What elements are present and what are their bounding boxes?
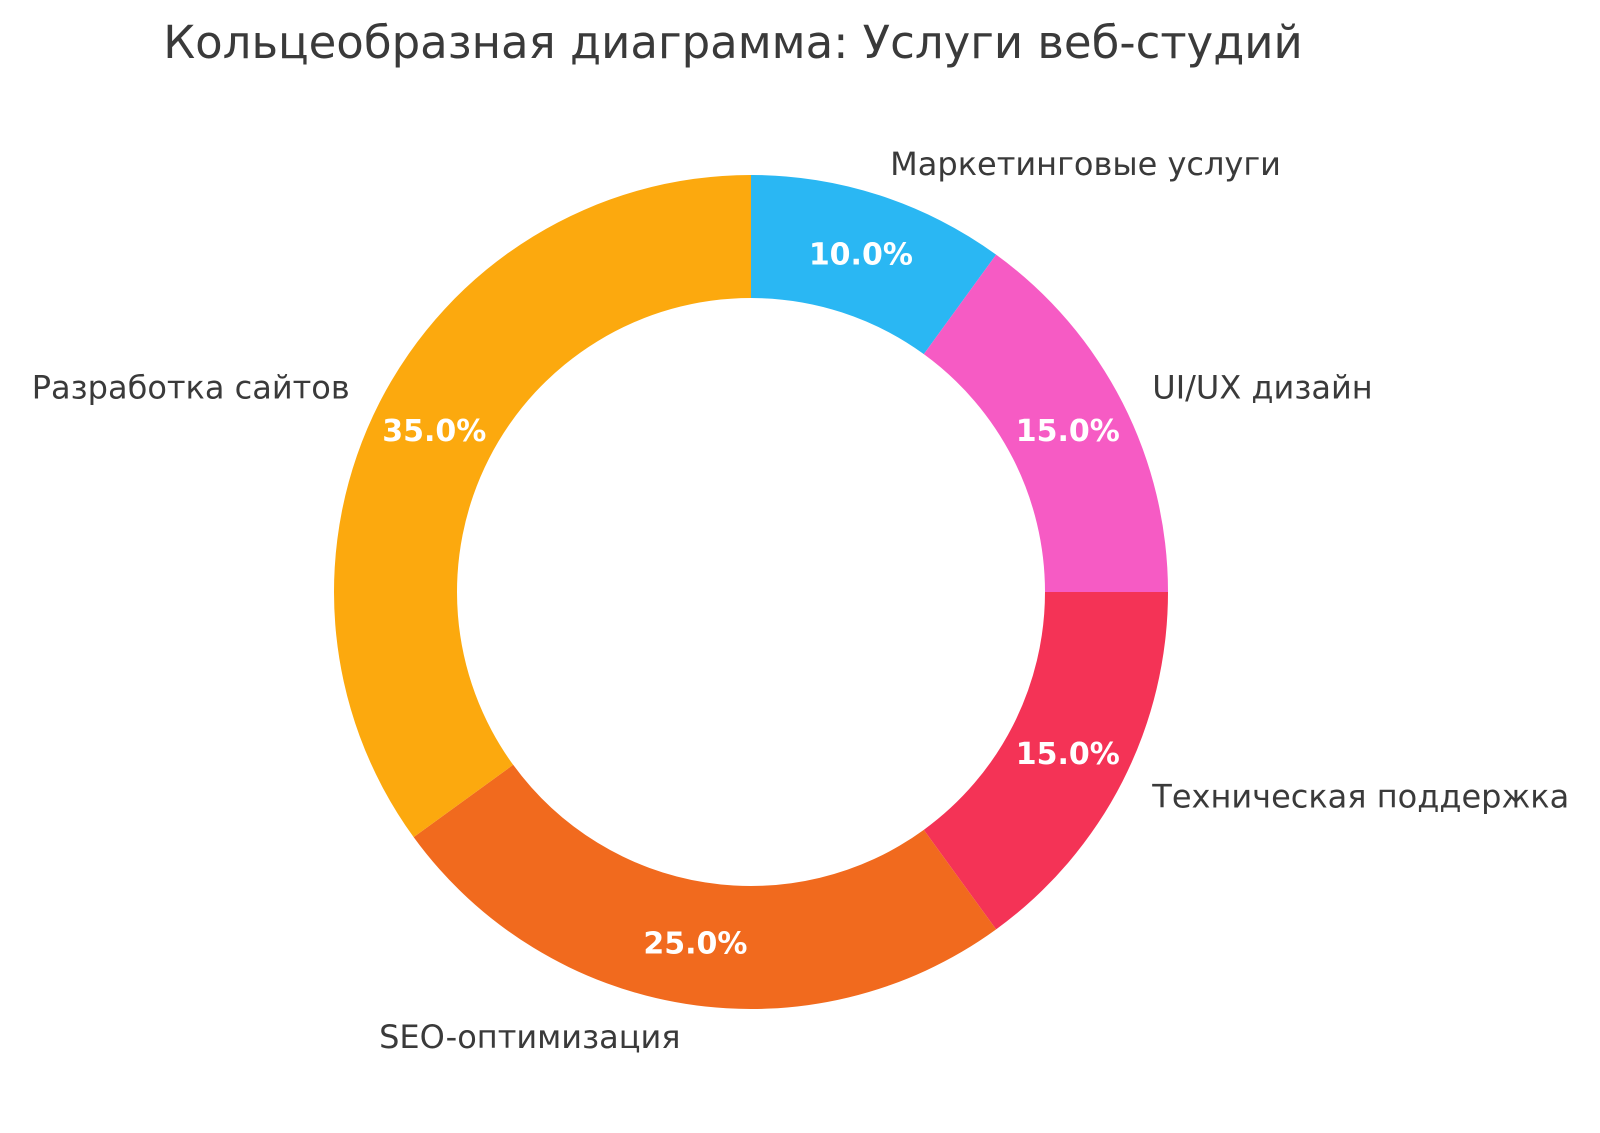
donut-segment-2 <box>923 592 1168 930</box>
segment-category-label-1: UI/UX дизайн <box>1152 369 1372 407</box>
segment-percent-label-1: 15.0% <box>1016 414 1120 449</box>
segment-percent-label-2: 15.0% <box>1016 737 1120 772</box>
segment-percent-label-3: 25.0% <box>643 927 747 962</box>
segment-category-label-0: Маркетинговые услуги <box>890 145 1281 183</box>
segment-percent-label-4: 35.0% <box>382 414 486 449</box>
segment-category-label-4: Разработка сайтов <box>32 369 350 407</box>
donut-segment-0 <box>751 175 997 355</box>
segment-percent-label-0: 10.0% <box>809 237 913 272</box>
segment-category-label-2: Техническая поддержка <box>1151 778 1569 816</box>
chart-title: Кольцеобразная диаграмма: Услуги веб-сту… <box>163 16 1303 69</box>
donut-segment-3 <box>413 764 997 1010</box>
category-labels: Маркетинговые услуги UI/UX дизайн Техничес… <box>32 145 1569 1056</box>
segment-category-label-3: SEO-оптимизация <box>379 1018 680 1056</box>
percent-labels: 10.0% 15.0% 15.0% 25.0% 35.0% <box>382 237 1120 961</box>
donut-segment-1 <box>923 254 1168 592</box>
donut-segments <box>333 175 1168 1010</box>
donut-segment-4 <box>333 175 751 838</box>
